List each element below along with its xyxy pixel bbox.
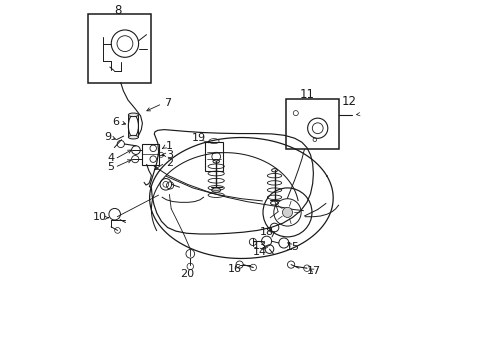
Text: 3: 3 xyxy=(166,150,173,160)
Text: 2: 2 xyxy=(166,158,173,168)
Text: 5: 5 xyxy=(108,162,115,172)
Text: 11: 11 xyxy=(299,88,315,101)
Text: 20: 20 xyxy=(180,269,195,279)
Text: 12: 12 xyxy=(342,95,357,108)
Ellipse shape xyxy=(128,113,139,117)
Text: 4: 4 xyxy=(107,153,115,163)
Text: 9: 9 xyxy=(104,132,111,142)
Text: 18: 18 xyxy=(260,227,274,237)
Bar xyxy=(286,99,339,149)
Ellipse shape xyxy=(128,135,139,139)
Text: 1: 1 xyxy=(166,141,173,151)
Bar xyxy=(143,144,159,165)
Bar xyxy=(205,142,222,171)
Text: 10: 10 xyxy=(93,212,107,222)
Text: 7: 7 xyxy=(164,98,171,108)
Text: 16: 16 xyxy=(228,264,242,274)
Circle shape xyxy=(282,207,293,217)
Bar xyxy=(88,14,151,83)
Text: 6: 6 xyxy=(112,117,119,127)
Text: 19: 19 xyxy=(192,132,206,143)
Text: 8: 8 xyxy=(115,4,122,17)
Text: 13: 13 xyxy=(253,240,267,251)
Text: 15: 15 xyxy=(286,242,299,252)
Text: 17: 17 xyxy=(307,266,321,276)
Text: 14: 14 xyxy=(253,247,267,257)
